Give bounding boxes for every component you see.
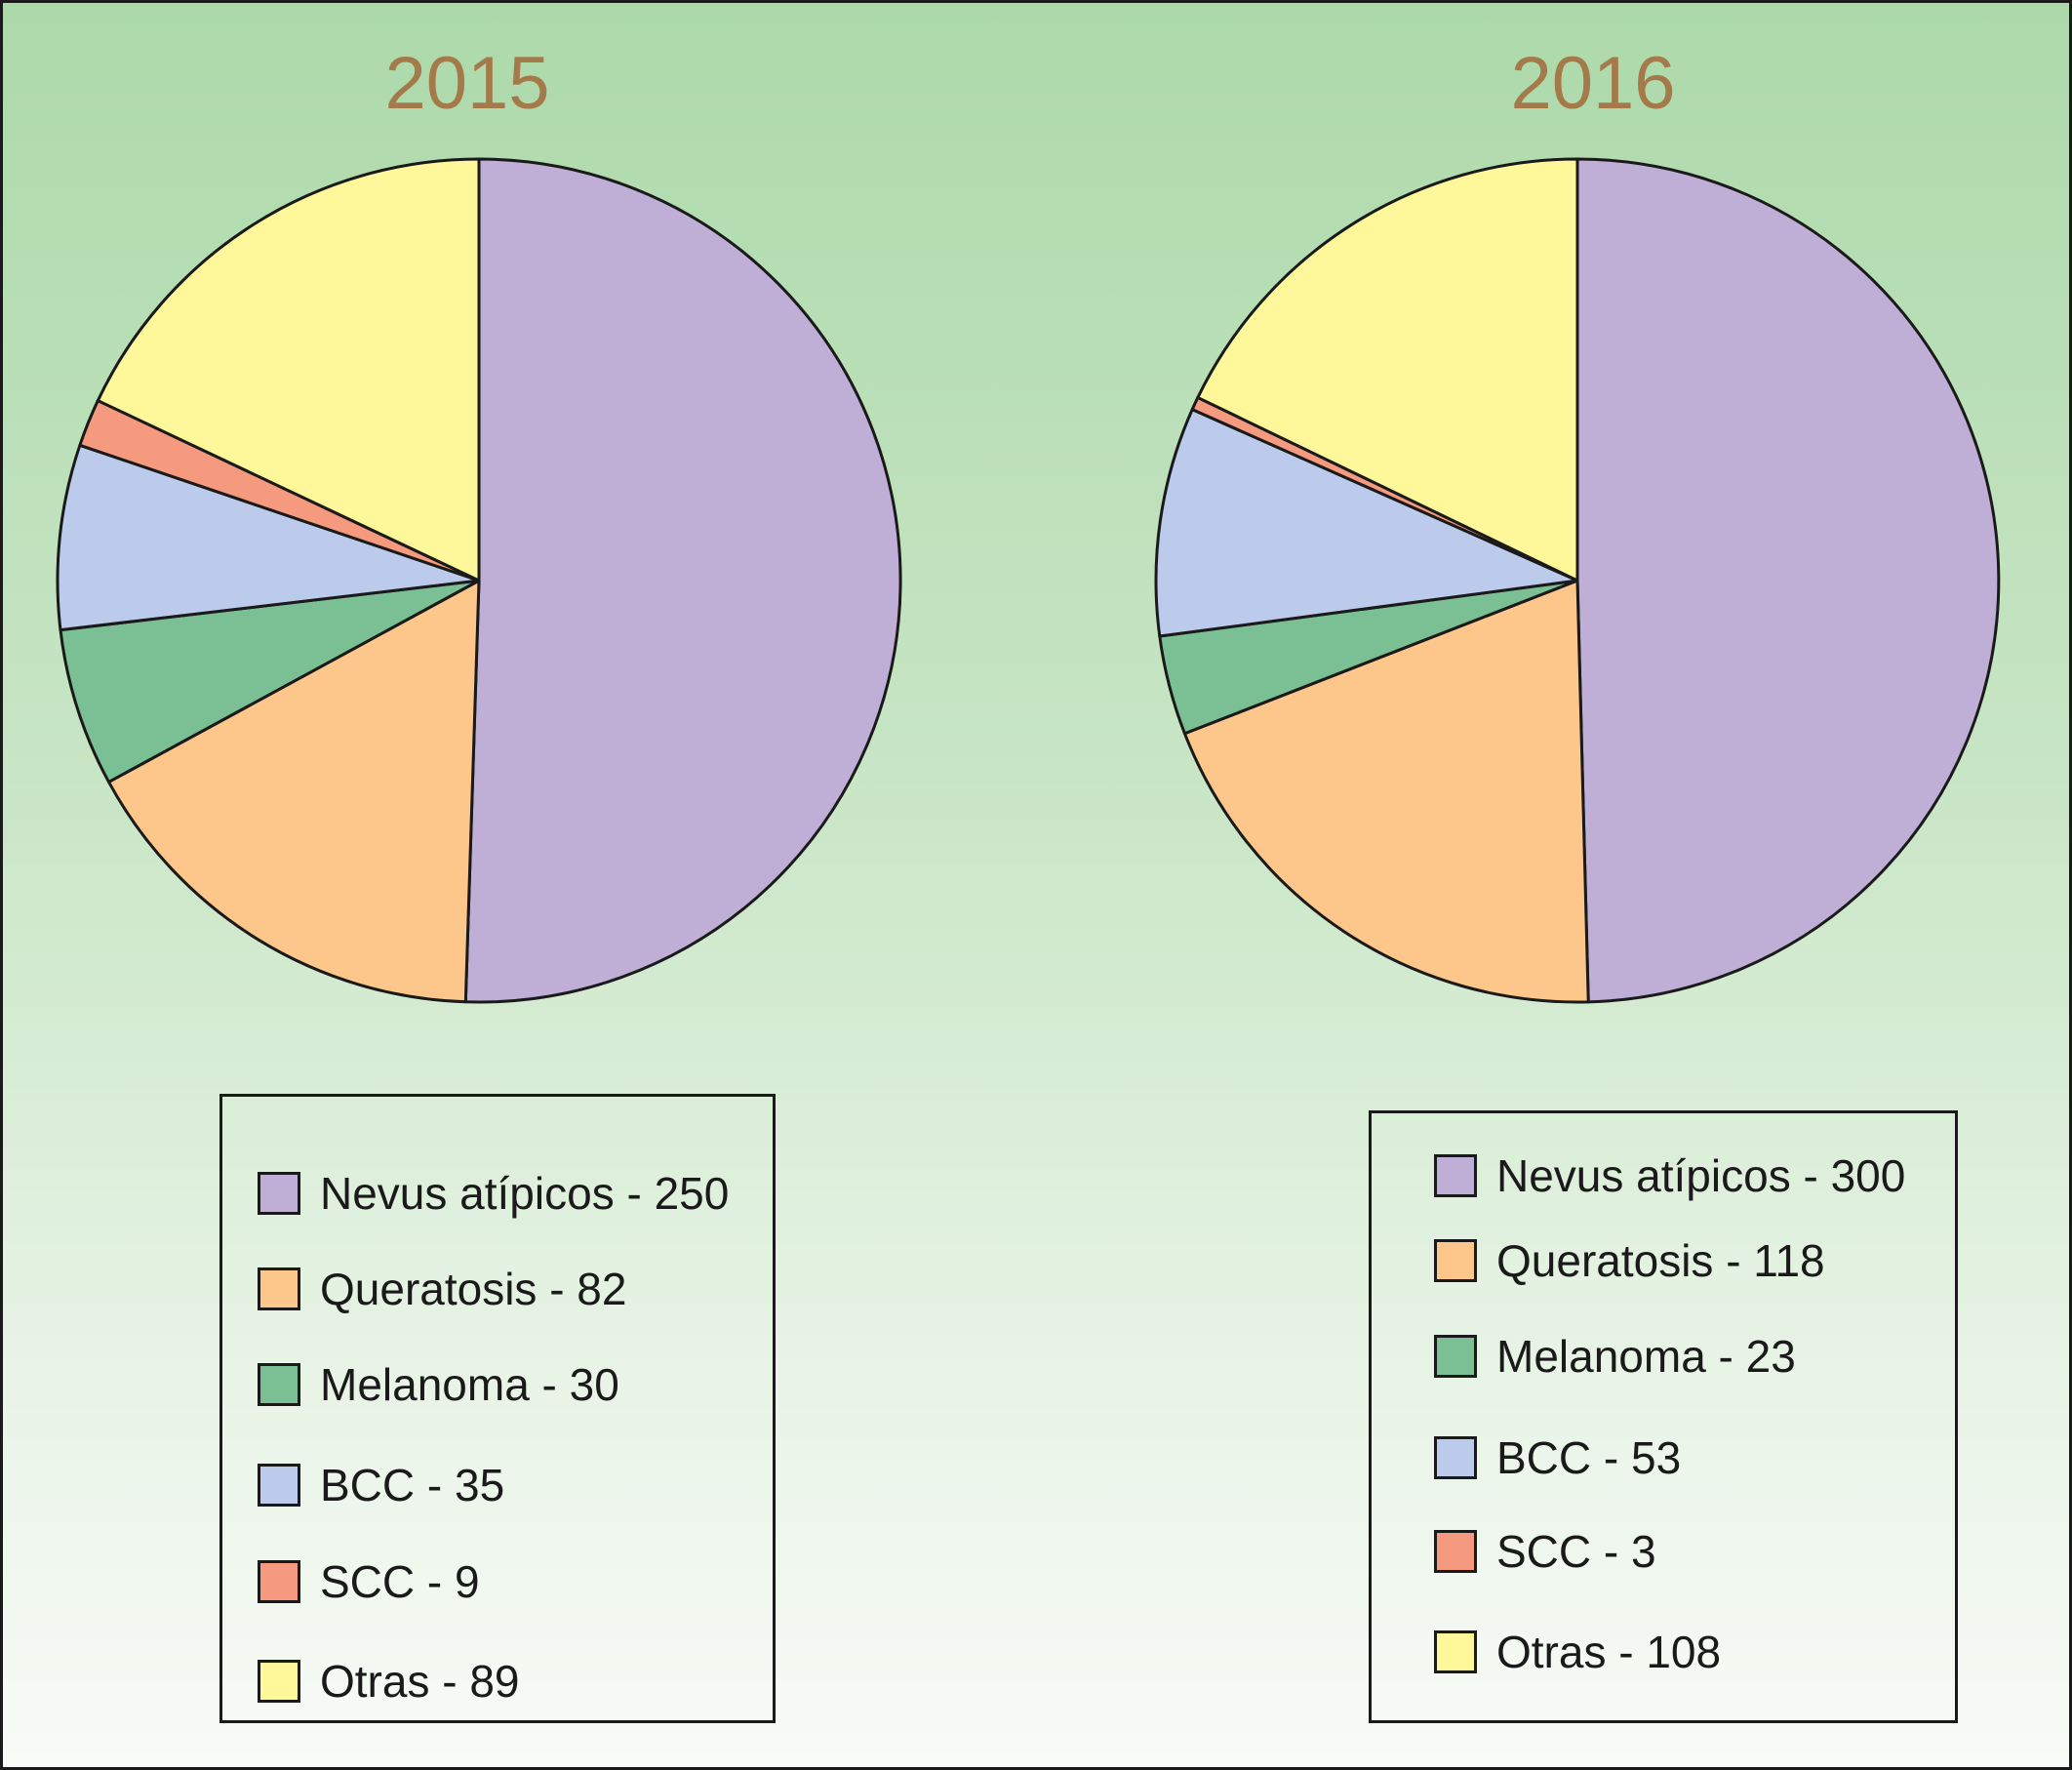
legend-swatch-nevus — [1434, 1154, 1477, 1197]
pie-slice-bcc — [56, 443, 481, 632]
pie-slice-melanoma — [59, 579, 481, 784]
legend-item-otras: Otras - 108 — [1434, 1627, 1721, 1677]
legend-item-bcc: BCC - 53 — [1434, 1432, 1681, 1483]
pie-slice-bcc — [1154, 408, 1579, 638]
legend-label-nevus: Nevus atípicos - 250 — [320, 1168, 730, 1219]
pie-2015 — [56, 157, 902, 1004]
legend-item-nevus: Nevus atípicos - 300 — [1434, 1150, 1905, 1201]
legend-label-melanoma: Melanoma - 23 — [1496, 1331, 1796, 1382]
pie-charts: 2015 2016 — [56, 42, 2001, 1004]
legend-label-queratosis: Queratosis - 82 — [320, 1264, 627, 1314]
legend-2015: Nevus atípicos - 250 Queratosis - 82 Mel… — [219, 1094, 776, 1723]
legend-swatch-otras — [258, 1660, 300, 1703]
legend-label-scc: SCC - 3 — [1496, 1526, 1656, 1577]
legend-label-nevus: Nevus atípicos - 300 — [1496, 1150, 1906, 1201]
pie-slice-nevus-atipicos — [463, 157, 902, 1004]
legend-swatch-scc — [1434, 1530, 1477, 1573]
legend-swatch-nevus — [258, 1172, 300, 1215]
legend-label-melanoma: Melanoma - 30 — [320, 1359, 619, 1410]
legend-item-queratosis: Queratosis - 82 — [258, 1264, 626, 1314]
legend-item-queratosis: Queratosis - 118 — [1434, 1235, 1825, 1286]
legend-label-otras: Otras - 89 — [320, 1656, 520, 1707]
chart-title-2016: 2016 — [1510, 42, 1675, 125]
chart-title-2015: 2015 — [384, 42, 549, 125]
legend-label-bcc: BCC - 35 — [320, 1460, 505, 1510]
legend-item-scc: SCC - 9 — [258, 1556, 480, 1607]
pie-slice-otras — [1196, 157, 1579, 583]
pie-slice-nevus-atipicos — [1575, 157, 2001, 1004]
legend-item-bcc: BCC - 35 — [258, 1460, 504, 1510]
legend-2016: Nevus atípicos - 300 Queratosis - 118 Me… — [1369, 1110, 1958, 1723]
legend-label-bcc: BCC - 53 — [1496, 1432, 1682, 1483]
legend-swatch-scc — [258, 1560, 300, 1603]
pie-slice-queratosis — [107, 579, 481, 1004]
legend-swatch-queratosis — [1434, 1239, 1477, 1282]
legend-swatch-queratosis — [258, 1267, 300, 1310]
legend-item-melanoma: Melanoma - 23 — [1434, 1331, 1796, 1382]
legend-label-queratosis: Queratosis - 118 — [1496, 1235, 1825, 1286]
legend-item-nevus: Nevus atípicos - 250 — [258, 1168, 729, 1219]
pie-2016 — [1154, 157, 2001, 1004]
legend-item-scc: SCC - 3 — [1434, 1526, 1656, 1577]
legend-swatch-melanoma — [258, 1363, 300, 1406]
legend-label-otras: Otras - 108 — [1496, 1627, 1722, 1677]
legend-swatch-otras — [1434, 1630, 1477, 1673]
pie-slice-queratosis — [1182, 579, 1590, 1004]
legend-item-melanoma: Melanoma - 30 — [258, 1359, 619, 1410]
legend-swatch-bcc — [1434, 1436, 1477, 1479]
legend-swatch-melanoma — [1434, 1335, 1477, 1378]
legend-swatch-bcc — [258, 1464, 300, 1507]
legend-item-otras: Otras - 89 — [258, 1656, 520, 1707]
legend-label-scc: SCC - 9 — [320, 1556, 480, 1607]
pie-slice-otras — [96, 157, 481, 583]
